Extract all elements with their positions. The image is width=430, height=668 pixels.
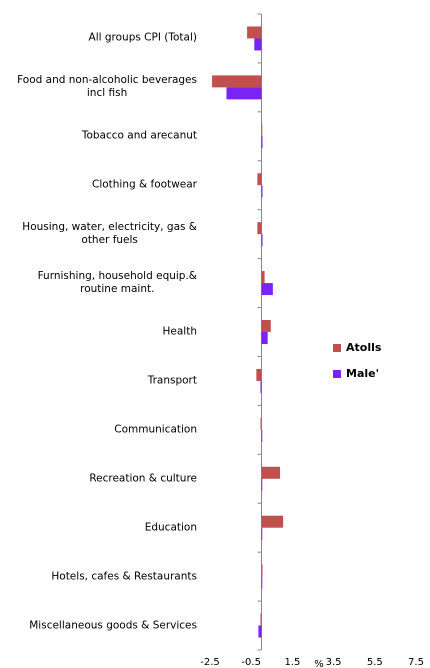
x-tick-label: -2.5	[200, 657, 220, 668]
bar	[260, 380, 262, 393]
bar	[261, 515, 284, 528]
category-label: Food and non-alcoholic beverages incl fi…	[17, 74, 197, 100]
legend-swatch	[333, 344, 341, 352]
category-label: All groups CPI (Total)	[88, 31, 197, 44]
category-label: Miscellaneous goods & Services	[29, 619, 197, 632]
x-tick-label: -0.5	[241, 657, 261, 668]
bar	[261, 527, 263, 540]
bar	[257, 222, 262, 235]
category-label: Transport	[147, 374, 197, 387]
x-tick-label: 3.5	[326, 657, 342, 668]
bar	[261, 576, 263, 589]
bar	[257, 173, 262, 186]
bar	[260, 417, 262, 430]
bar	[247, 26, 262, 39]
bar	[261, 185, 263, 198]
bar	[258, 625, 262, 638]
x-tick-label: 7.5	[408, 657, 424, 668]
legend-label: Male'	[346, 367, 379, 380]
bar	[261, 283, 273, 296]
x-tick-label: 1.5	[284, 657, 300, 668]
bar	[261, 564, 263, 577]
bar	[212, 75, 262, 88]
bar	[261, 332, 268, 344]
category-label: Tobacco and arecanut	[81, 129, 197, 142]
category-label: Communication	[114, 423, 197, 436]
x-tick-label: 5.5	[367, 657, 383, 668]
bar	[256, 368, 262, 381]
bar	[261, 478, 263, 491]
category-label: Clothing & footwear	[91, 178, 197, 191]
x-axis-label: %	[314, 659, 324, 668]
bar	[254, 38, 262, 51]
bar	[260, 613, 262, 626]
category-label: Education	[144, 521, 197, 534]
category-label: Hotels, cafes & Restaurants	[51, 570, 197, 583]
bar	[261, 320, 271, 332]
bar	[261, 466, 281, 479]
bar	[226, 87, 262, 100]
bar	[261, 429, 263, 442]
bar	[261, 136, 263, 149]
legend-label: Atolls	[346, 341, 382, 354]
category-label: Health	[162, 325, 197, 338]
legend-swatch	[333, 370, 341, 378]
category-label: Recreation & culture	[89, 472, 197, 485]
category-label: Furnishing, household equip.& routine ma…	[37, 270, 197, 296]
bar	[261, 234, 263, 247]
category-label: Housing, water, electricity, gas & other…	[22, 221, 197, 247]
bar	[261, 271, 265, 284]
bar	[261, 124, 263, 137]
